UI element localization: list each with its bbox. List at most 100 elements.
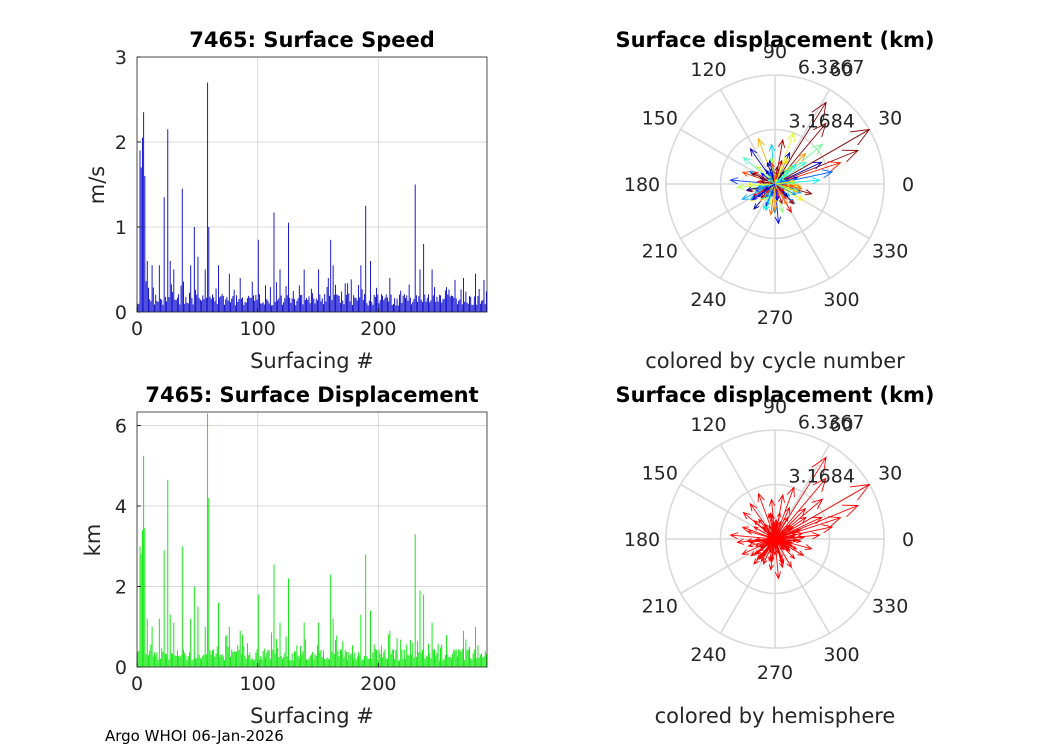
displacement-arrow <box>774 516 789 540</box>
displacement-arrow <box>774 477 827 540</box>
displacement-arrow <box>729 532 776 540</box>
polar-angle-label: 60 <box>829 414 853 436</box>
speed-y-axis-label: m/s <box>85 166 109 204</box>
polar-angle-label: 180 <box>624 529 660 551</box>
displacement-arrow <box>772 183 778 212</box>
y-tick-label: 0 <box>115 657 127 679</box>
x-tick-label: 0 <box>131 673 143 695</box>
x-tick-label: 100 <box>240 318 276 340</box>
polar-radius-label: 6.3367 <box>798 57 864 79</box>
displacement-arrow <box>770 162 776 185</box>
x-tick-label: 0 <box>131 318 143 340</box>
displacement-chart-title: 7465: Surface Displacement <box>145 383 478 407</box>
displacement-arrow <box>774 538 780 555</box>
displacement-arrow <box>774 183 797 196</box>
polar-angle-label: 300 <box>823 289 859 311</box>
axes-box <box>136 411 488 668</box>
polar-cycle-title: Surface displacement (km) <box>615 28 934 52</box>
displacement-arrow <box>757 183 776 198</box>
displacement-arrow <box>746 181 776 187</box>
displacement-arrow <box>757 183 776 189</box>
displacement-arrow <box>774 183 799 192</box>
polar-angle-label: 270 <box>757 662 793 684</box>
displacement-arrow <box>774 128 871 185</box>
y-tick-label: 4 <box>115 496 127 518</box>
displacement-arrow <box>768 524 776 540</box>
displacement-arrow <box>774 538 792 545</box>
displacement-y-axis-label: km <box>81 524 105 557</box>
y-tick-label: 0 <box>115 302 127 324</box>
displacement-arrow <box>774 498 824 540</box>
y-tick-label: 1 <box>115 217 127 239</box>
polar-cycle-chart: Surface displacement (km) colored by cyc… <box>615 28 934 373</box>
displacement-arrow <box>770 183 776 197</box>
polar-angle-label: 240 <box>690 644 726 666</box>
polar-angle-label: 0 <box>902 174 914 196</box>
polar-radius-label: 6.3367 <box>798 412 864 434</box>
displacement-arrow <box>768 512 776 540</box>
polar-angle-label: 60 <box>829 59 853 81</box>
polar-radius-label: 3.1684 <box>788 465 854 487</box>
polar-angle-label: 120 <box>690 59 726 81</box>
displacement-arrow <box>774 131 795 185</box>
displacement-arrow <box>758 538 776 558</box>
speed-bar-chart: 7465: Surface Speed Surfacing # m/s 0 100… <box>85 28 488 373</box>
y-tick-label: 2 <box>115 577 127 599</box>
polar-angle-label: 120 <box>690 414 726 436</box>
polar-angle-label: 210 <box>642 241 678 263</box>
displacement-arrow <box>774 183 788 206</box>
displacement-arrow <box>774 538 788 548</box>
speed-chart-title: 7465: Surface Speed <box>189 28 435 52</box>
polar-radius-label: 3.1684 <box>788 110 854 132</box>
displacement-arrow <box>763 523 776 540</box>
polar-angle-label: 180 <box>624 174 660 196</box>
y-tick-label: 3 <box>115 47 127 69</box>
polar-angle-label: 240 <box>690 289 726 311</box>
y-tick-label: 2 <box>115 132 127 154</box>
polar-angle-label: 150 <box>642 463 678 485</box>
polar-angle-label: 300 <box>823 644 859 666</box>
displacement-arrow <box>766 538 776 544</box>
x-tick-label: 200 <box>360 318 396 340</box>
polar-angle-label: 330 <box>872 596 908 618</box>
polar-hemisphere-chart: Surface displacement (km) colored by hem… <box>615 383 934 728</box>
polar-cycle-subtitle: colored by cycle number <box>645 349 905 373</box>
footer-credit: Argo WHOI 06-Jan-2026 <box>105 727 284 745</box>
displacement-arrow <box>774 533 797 540</box>
polar-angle-label: 0 <box>902 529 914 551</box>
displacement-arrow <box>774 101 827 185</box>
axes-box <box>136 56 488 313</box>
polar-hemisphere-title: Surface displacement (km) <box>615 383 934 407</box>
displacement-arrow <box>753 519 776 540</box>
polar-angle-label: 210 <box>642 596 678 618</box>
displacement-arrow <box>774 183 803 191</box>
displacement-arrow <box>749 538 776 545</box>
polar-angle-label: 90 <box>763 41 787 63</box>
polar-angle-label: 330 <box>872 241 908 263</box>
displacement-arrow <box>768 170 776 185</box>
displacement-arrow <box>774 163 797 185</box>
polar-hemisphere-subtitle: colored by hemisphere <box>655 704 896 728</box>
x-tick-label: 200 <box>360 673 396 695</box>
polar-angle-label: 90 <box>763 396 787 418</box>
displacement-arrow <box>753 538 776 556</box>
polar-angle-label: 30 <box>878 108 902 130</box>
displacement-arrow <box>774 538 785 551</box>
y-tick-label: 6 <box>115 416 127 438</box>
displacement-x-axis-label: Surfacing # <box>250 704 374 728</box>
speed-x-axis-label: Surfacing # <box>250 349 374 373</box>
polar-angle-label: 150 <box>642 108 678 130</box>
displacement-arrow <box>774 149 860 185</box>
displacement-arrow <box>770 538 776 563</box>
displacement-arrow <box>774 521 779 540</box>
x-tick-label: 100 <box>240 673 276 695</box>
displacement-arrow <box>759 180 776 185</box>
polar-angle-label: 30 <box>878 463 902 485</box>
displacement-arrow <box>774 538 798 550</box>
displacement-arrow <box>774 179 796 185</box>
polar-angle-label: 270 <box>757 307 793 329</box>
displacement-bar-chart: 7465: Surface Displacement Surfacing # k… <box>81 383 488 728</box>
displacement-arrow <box>750 172 776 185</box>
displacement-arrow <box>766 178 776 185</box>
